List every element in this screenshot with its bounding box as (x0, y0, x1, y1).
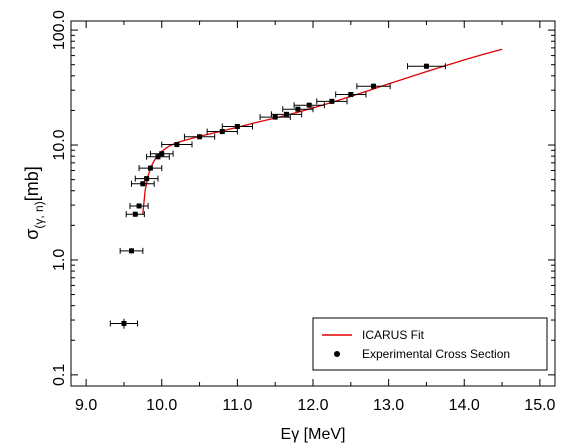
data-point-18 (335, 91, 367, 98)
x-tick-label: 15.0 (524, 397, 555, 414)
y-tick-labels: 0.1 1.0 10.0 100.0 (51, 10, 68, 386)
x-tick-label: 14.0 (449, 397, 480, 414)
ticks-layer (71, 21, 555, 386)
data-point-13 (259, 114, 291, 121)
data-point-19 (356, 83, 391, 90)
y-tick-label: 100.0 (51, 10, 68, 50)
fit-layer (142, 48, 503, 215)
data-point-0 (109, 318, 139, 329)
y-axis-label-unit: [mb] (22, 166, 42, 201)
x-tick-labels: 9.0 10.0 11.0 12.0 13.0 14.0 15.0 (75, 397, 556, 414)
data-point-4 (131, 180, 155, 187)
legend: ICARUS Fit Experimental Cross Section (312, 317, 548, 371)
data-point-marker (132, 211, 138, 217)
x-axis-label: Eγ [MeV] (281, 426, 346, 443)
data-point-marker (284, 111, 290, 117)
data-point-marker (234, 123, 240, 129)
legend-points-swatch (334, 351, 340, 357)
data-point-marker (147, 165, 153, 171)
x-tick-label: 13.0 (373, 397, 404, 414)
points-layer (109, 63, 446, 329)
legend-box (312, 317, 548, 371)
x-tick-label: 11.0 (222, 397, 252, 414)
data-point-marker (306, 102, 312, 108)
data-point-3 (129, 202, 149, 209)
y-tick-label: 0.1 (51, 364, 68, 386)
data-point-1 (119, 247, 144, 254)
data-point-8 (149, 150, 174, 157)
x-tick-label: 9.0 (75, 397, 97, 414)
y-tick-label: 10.0 (51, 129, 68, 160)
legend-fit-label: ICARUS Fit (362, 328, 425, 342)
svg-text:σ(γ, n)[mb]: σ(γ, n)[mb] (22, 166, 46, 239)
data-point-7 (146, 153, 170, 160)
data-point-marker (219, 129, 225, 135)
data-point-16 (293, 102, 325, 109)
data-point-marker (140, 181, 146, 187)
data-point-marker (348, 92, 354, 98)
data-point-marker (121, 320, 127, 326)
data-point-20 (407, 63, 446, 70)
data-point-marker (129, 248, 134, 254)
data-point-2 (125, 211, 145, 218)
x-tick-label: 12.0 (297, 397, 328, 414)
data-point-12 (221, 123, 253, 130)
data-point-10 (183, 133, 216, 140)
data-point-6 (138, 165, 163, 172)
data-point-marker (155, 154, 161, 160)
y-axis-label: σ(γ, n)[mb] (22, 166, 46, 239)
data-point-marker (159, 151, 165, 157)
data-point-17 (316, 98, 348, 105)
data-point-marker (272, 114, 278, 120)
data-point-marker (329, 98, 335, 104)
y-axis-label-sub: (γ, n) (32, 201, 46, 228)
data-point-14 (270, 111, 303, 118)
data-point-marker (423, 63, 429, 69)
data-point-marker (136, 203, 142, 209)
data-point-marker (144, 176, 150, 182)
y-tick-label: 1.0 (51, 249, 68, 271)
data-point-9 (161, 141, 193, 148)
data-point-11 (206, 128, 238, 135)
data-point-15 (282, 106, 314, 113)
data-point-marker (197, 134, 203, 140)
data-point-marker (295, 106, 301, 112)
data-point-marker (174, 142, 180, 148)
y-axis-label-main: σ (22, 229, 42, 240)
data-point-5 (134, 175, 159, 182)
legend-points-label: Experimental Cross Section (362, 347, 510, 361)
fit-line (142, 48, 503, 215)
data-point-marker (371, 83, 376, 89)
x-tick-label: 10.0 (146, 397, 177, 414)
